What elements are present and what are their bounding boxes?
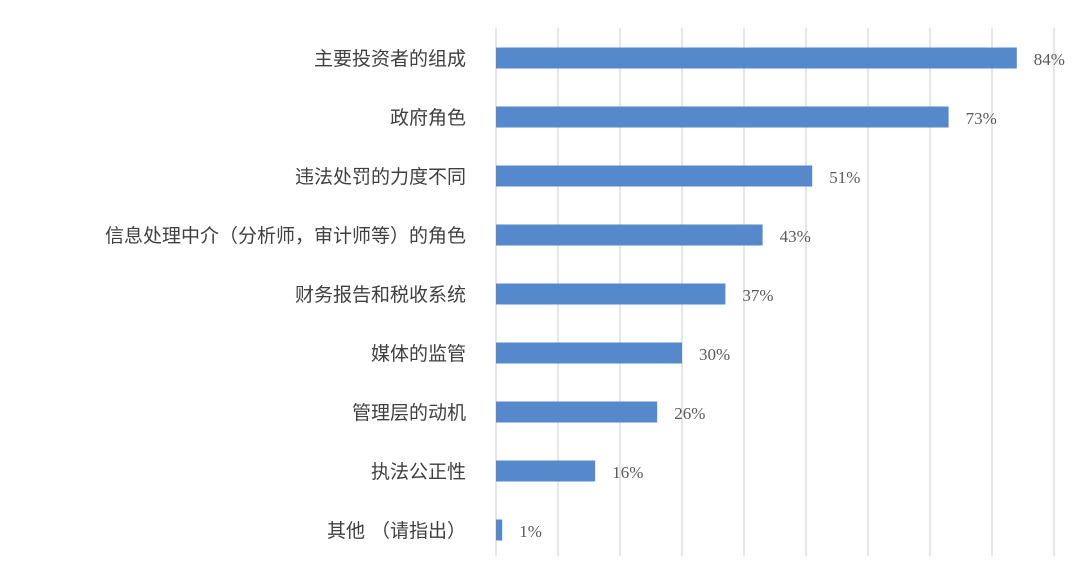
bar [496,106,949,128]
data-label: 73% [966,109,997,128]
bar [496,519,503,541]
category-label: 信息处理中介（分析师，审计师等）的角色 [105,225,466,247]
category-label: 财务报告和税收系统 [295,284,466,306]
data-label: 16% [612,463,643,482]
data-label: 26% [674,404,705,423]
category-label: 主要投资者的组成 [314,48,466,70]
data-label: 30% [699,345,730,364]
data-label: 1% [519,522,542,541]
bar [496,165,813,187]
category-label: 其他 （请指出） [327,520,466,542]
bar [496,47,1017,69]
bar [496,460,596,482]
bar [496,401,658,423]
category-label: 违法处罚的力度不同 [295,166,466,188]
bar [496,342,682,364]
category-label: 政府角色 [390,107,466,129]
data-label: 51% [829,168,860,187]
bar [496,224,763,246]
data-label: 37% [742,286,773,305]
data-label: 43% [780,227,811,246]
category-label: 管理层的动机 [352,402,466,424]
category-label: 执法公正性 [371,461,466,483]
category-label: 媒体的监管 [371,343,466,365]
data-label: 84% [1034,50,1065,69]
bar [496,283,726,305]
